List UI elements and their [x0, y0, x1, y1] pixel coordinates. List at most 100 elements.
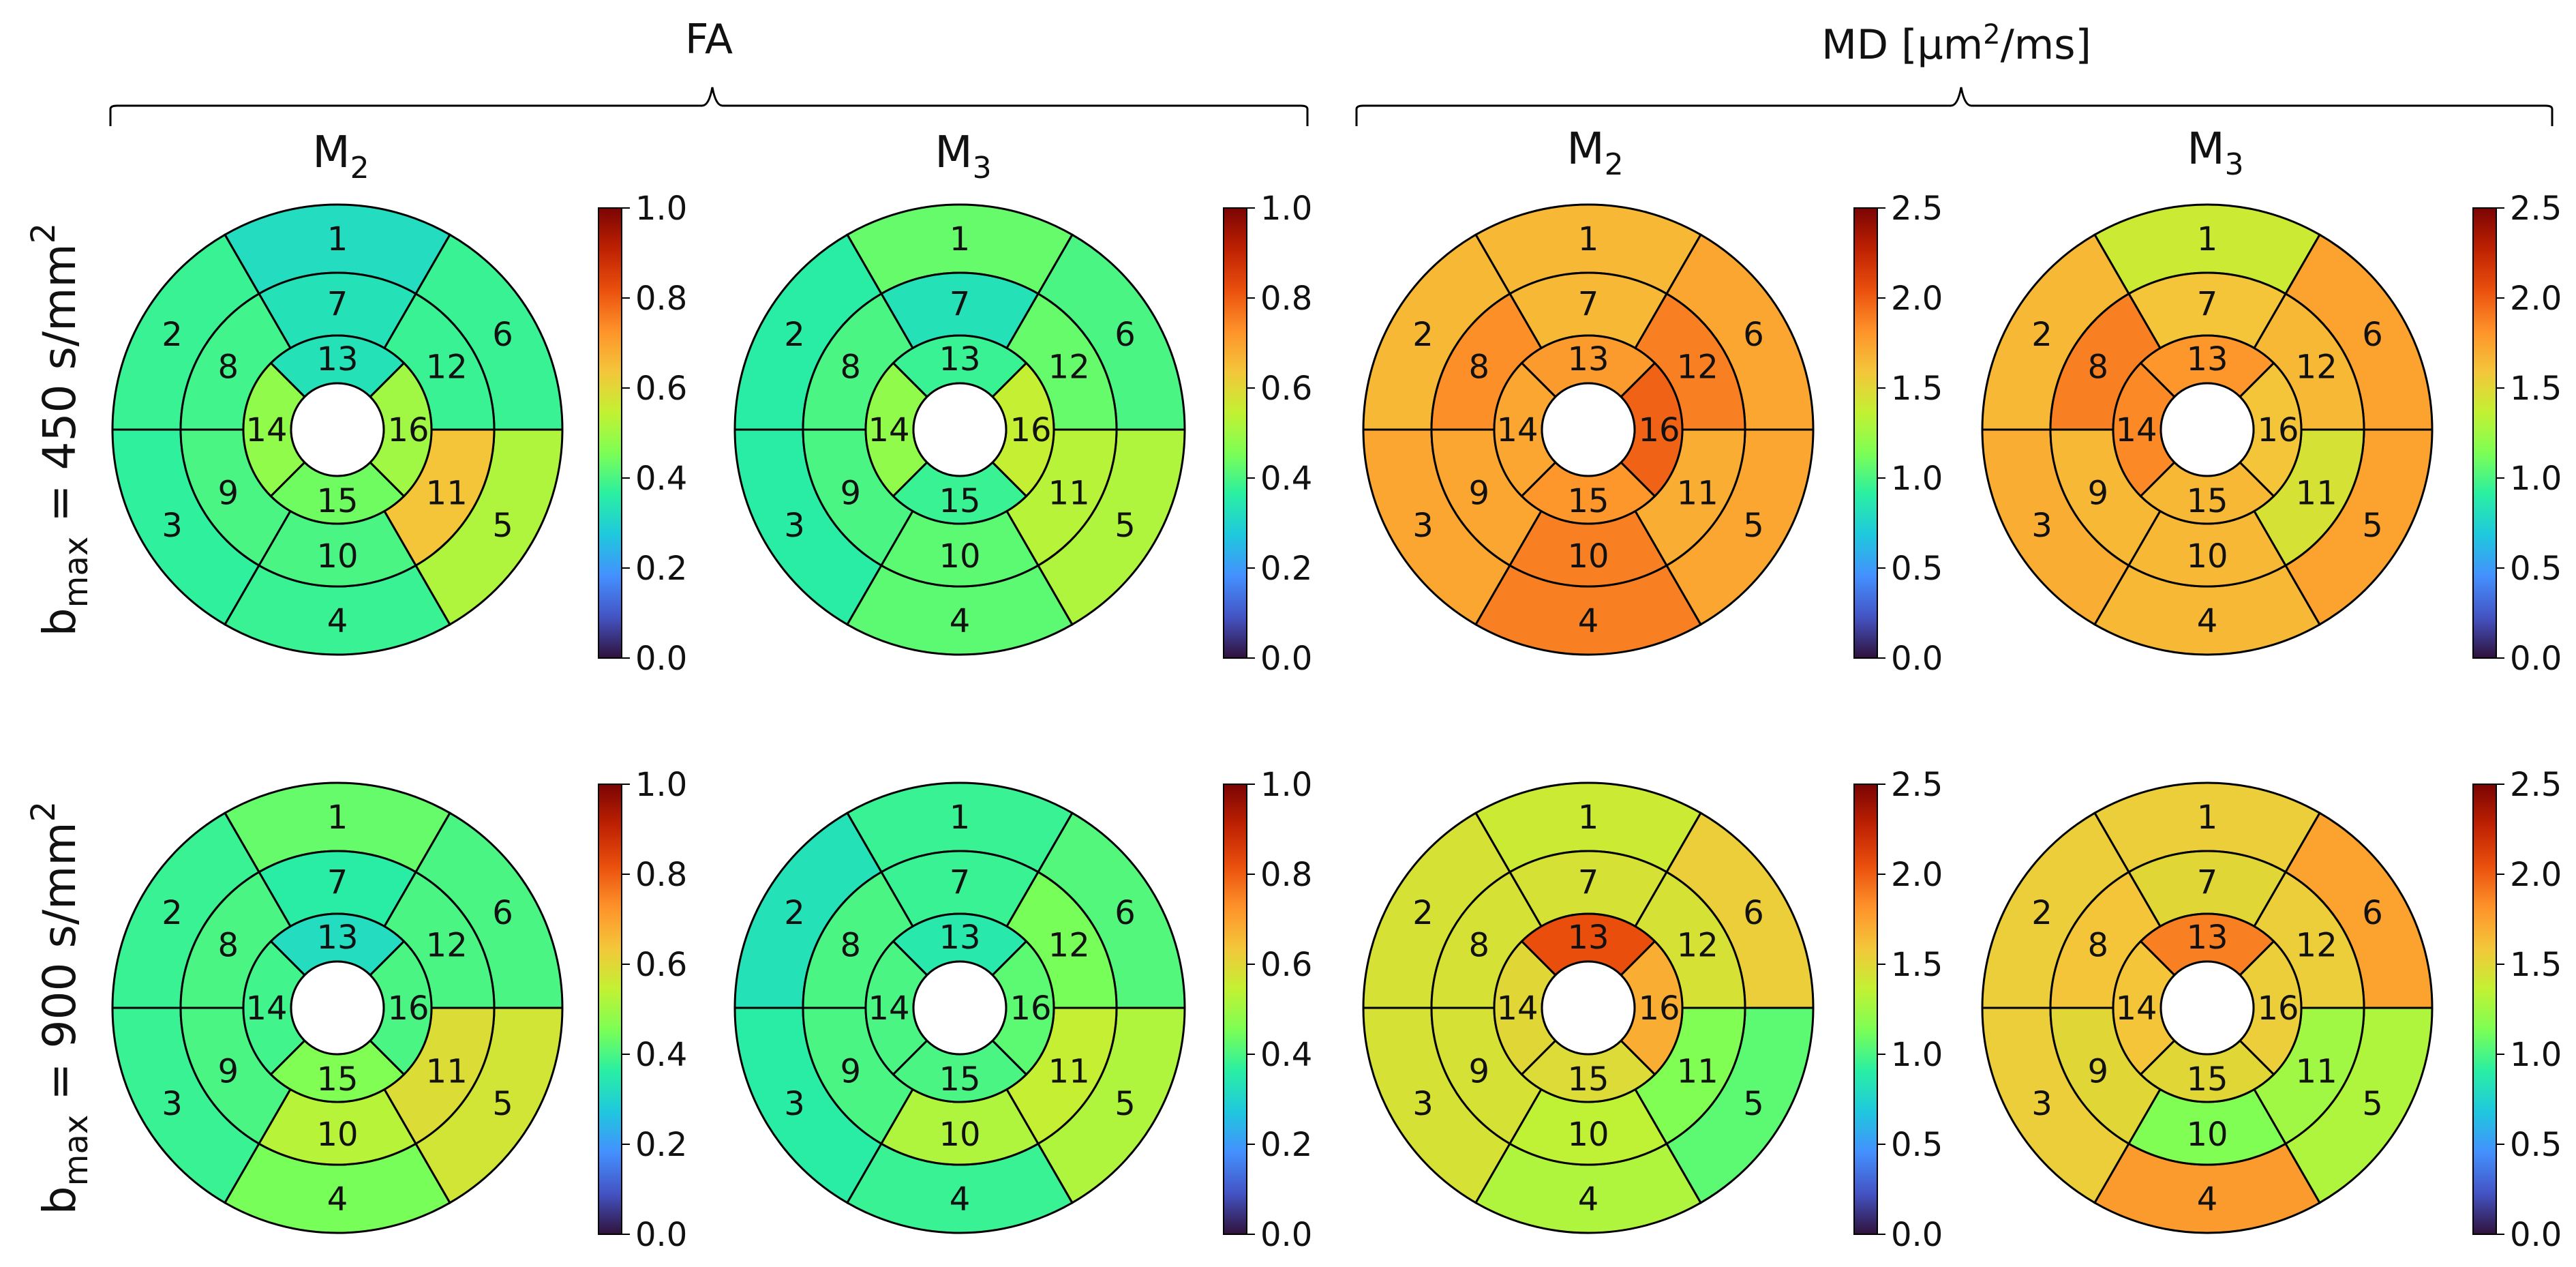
colorbar-tick-label: 2.0 — [2510, 280, 2562, 318]
segment-label-7: 7 — [950, 285, 971, 323]
segment-label-8: 8 — [840, 348, 862, 387]
colorbar-tick-label: 1.5 — [1891, 946, 1943, 984]
segment-label-10: 10 — [2186, 1116, 2228, 1154]
segment-label-1: 1 — [327, 799, 348, 837]
segment-label-6: 6 — [1743, 894, 1764, 932]
segment-label-2: 2 — [784, 894, 805, 932]
segment-label-12: 12 — [2296, 348, 2337, 387]
column-header-md-m2: M2 — [1566, 124, 1623, 182]
segment-label-10: 10 — [316, 537, 358, 576]
segment-label-7: 7 — [950, 863, 971, 901]
segment-label-2: 2 — [784, 316, 805, 354]
segment-label-12: 12 — [1048, 348, 1090, 387]
segment-label-13: 13 — [1567, 919, 1609, 957]
segment-label-15: 15 — [939, 482, 980, 520]
colorbar-tick-label: 2.0 — [1891, 280, 1943, 318]
colorbar-tick-label: 0.0 — [2510, 640, 2562, 678]
colorbar-tick-label: 1.0 — [1260, 766, 1312, 804]
colorbar-tick-label: 0.5 — [1891, 1126, 1943, 1164]
segment-label-15: 15 — [2186, 482, 2228, 520]
colorbar-tick-label: 1.5 — [1891, 370, 1943, 408]
colorbar-tick-label: 2.5 — [2510, 766, 2562, 804]
segment-label-15: 15 — [939, 1060, 980, 1099]
panels-layer: 1728394105116121314151617283941051161213… — [111, 203, 2434, 1234]
segment-label-10: 10 — [939, 1116, 980, 1154]
segment-label-9: 9 — [1469, 1053, 1490, 1091]
segment-label-6: 6 — [1743, 316, 1764, 354]
colorbar-tick-label: 2.5 — [1891, 190, 1943, 228]
segment-label-14: 14 — [245, 411, 287, 449]
segment-label-13: 13 — [316, 340, 358, 378]
segment-label-15: 15 — [1567, 482, 1609, 520]
segment-label-11: 11 — [1048, 475, 1090, 513]
colorbar-tick-label: 0.0 — [2510, 1216, 2562, 1254]
segment-label-8: 8 — [840, 927, 862, 965]
segment-label-6: 6 — [2362, 894, 2383, 932]
colorbar-tick-label: 1.0 — [635, 190, 687, 228]
colorbar-tick-label: 0.5 — [2510, 550, 2562, 588]
segment-label-9: 9 — [218, 475, 239, 513]
colorbar-tick-label: 0.6 — [1260, 946, 1312, 984]
segment-label-4: 4 — [327, 602, 348, 640]
segment-label-7: 7 — [1578, 285, 1599, 323]
segment-label-4: 4 — [1578, 1180, 1599, 1219]
colorbars-layer: 0.00.20.40.60.81.00.00.20.40.60.81.00.00… — [598, 190, 2562, 1254]
segment-label-1: 1 — [1578, 799, 1599, 837]
segment-label-3: 3 — [162, 507, 183, 545]
segment-label-7: 7 — [1578, 863, 1599, 901]
colorbar-md-m2-b450: 0.0 0.5 1.0 1.5 2.0 2.5 — [1853, 190, 1943, 678]
colorbar-gradient — [2472, 784, 2497, 1235]
segment-label-6: 6 — [492, 894, 513, 932]
segment-label-7: 7 — [2197, 863, 2218, 901]
colorbar-tick-label: 1.0 — [1891, 460, 1943, 498]
segment-label-16: 16 — [1010, 411, 1051, 449]
colorbar-fa-m2-b900: 0.0 0.2 0.4 0.6 0.8 1.0 — [598, 766, 687, 1254]
segment-label-9: 9 — [2088, 475, 2109, 513]
segment-label-8: 8 — [218, 927, 239, 965]
segment-label-14: 14 — [868, 989, 909, 1028]
colorbar-tick-label: 0.8 — [1260, 856, 1312, 894]
segment-label-3: 3 — [1412, 507, 1434, 545]
segment-label-2: 2 — [1412, 316, 1434, 354]
group-brace-md — [1355, 87, 2554, 126]
colorbar-tick-label: 0.6 — [1260, 370, 1312, 408]
colorbar-tick-label: 0.8 — [1260, 280, 1312, 318]
segment-label-13: 13 — [1567, 340, 1609, 378]
segment-label-13: 13 — [2186, 919, 2228, 957]
segment-label-10: 10 — [939, 537, 980, 576]
segment-label-11: 11 — [2296, 475, 2337, 513]
segment-label-8: 8 — [218, 348, 239, 387]
segment-label-11: 11 — [426, 1053, 468, 1091]
colorbar-tick-label: 0.0 — [1891, 1216, 1943, 1254]
colorbar-tick-label: 0.2 — [635, 1126, 687, 1164]
segment-label-12: 12 — [1048, 927, 1090, 965]
colorbar-tick-label: 2.5 — [1891, 766, 1943, 804]
segment-label-3: 3 — [2031, 507, 2052, 545]
segment-label-8: 8 — [2088, 927, 2109, 965]
segment-label-4: 4 — [950, 602, 971, 640]
colorbar-tick-label: 0.5 — [2510, 1126, 2562, 1164]
segment-label-5: 5 — [2362, 507, 2383, 545]
segment-label-14: 14 — [868, 411, 909, 449]
segment-label-11: 11 — [426, 475, 468, 513]
colorbar-gradient — [1223, 207, 1247, 659]
segment-label-6: 6 — [492, 316, 513, 354]
segment-label-4: 4 — [2197, 1180, 2218, 1219]
segment-label-11: 11 — [1677, 1053, 1718, 1091]
colorbar-tick-label: 0.0 — [1260, 1216, 1312, 1254]
segment-label-8: 8 — [2088, 348, 2109, 387]
colorbar-tick-label: 0.4 — [635, 1036, 687, 1074]
colorbar-tick-label: 0.0 — [635, 1216, 687, 1254]
segment-label-14: 14 — [245, 989, 287, 1028]
segment-label-10: 10 — [1567, 537, 1609, 576]
segment-label-3: 3 — [784, 507, 805, 545]
segment-label-15: 15 — [2186, 1060, 2228, 1099]
segment-label-1: 1 — [1578, 220, 1599, 258]
colorbar-md-m2-b900: 0.0 0.5 1.0 1.5 2.0 2.5 — [1853, 766, 1943, 1254]
segment-label-16: 16 — [2257, 411, 2299, 449]
colorbar-tick-label: 1.0 — [2510, 460, 2562, 498]
bullseye-center — [1541, 382, 1636, 477]
